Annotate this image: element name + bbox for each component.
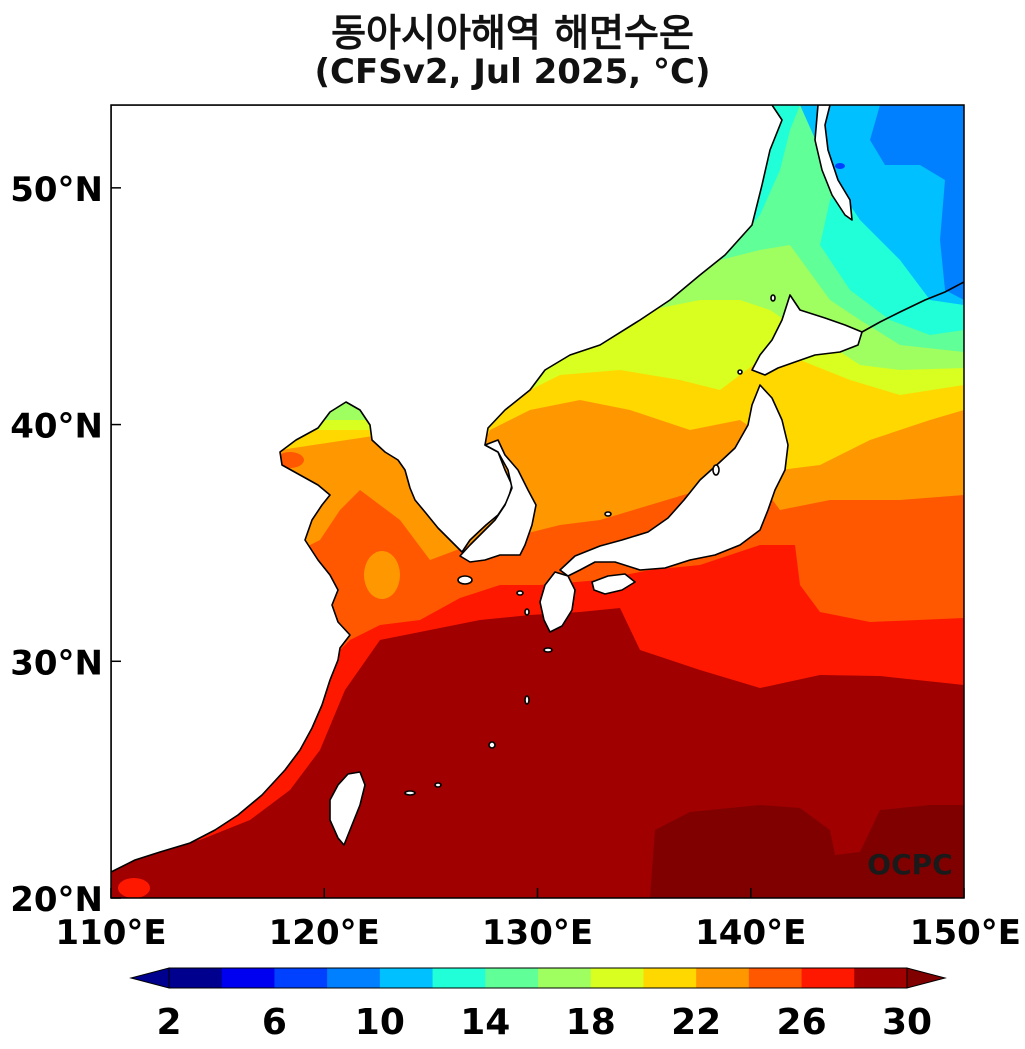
colorbar-segment	[696, 968, 750, 988]
colorbar-tick-label: 10	[355, 1002, 405, 1043]
sst-pocket-yellow-sea	[364, 551, 400, 599]
sst-band-over-30	[650, 805, 964, 898]
landmass	[111, 105, 863, 873]
lon-tick-label: 130°E	[482, 913, 593, 953]
colorbar-tick-label: 26	[777, 1002, 827, 1043]
lat-tick-label: 50°N	[10, 170, 103, 210]
colorbar-segment	[274, 968, 328, 988]
colorbar-segment	[432, 968, 486, 988]
colorbar-segment	[748, 968, 803, 988]
lon-tick-label: 140°E	[695, 913, 806, 953]
lon-tick-label: 110°E	[55, 913, 166, 953]
kuril-coast	[861, 281, 964, 333]
colorbar-segment	[643, 968, 697, 988]
sst-pocket-south	[118, 878, 150, 898]
lat-tick-label: 20°N	[10, 880, 103, 920]
colorbar-segment	[327, 968, 381, 988]
colorbar-tick-label: 18	[566, 1002, 616, 1043]
sst-band-6-8	[835, 163, 845, 169]
colorbar-segment	[801, 968, 855, 988]
lat-tick-label: 40°N	[10, 407, 103, 447]
sst-band-8-10	[870, 105, 964, 300]
honshu-island	[559, 384, 789, 577]
sst-field	[111, 105, 964, 898]
map-subtitle: (CFSv2, Jul 2025, °C)	[314, 52, 711, 92]
colorbar-tick-label: 22	[671, 1002, 721, 1043]
colorbar-segment	[169, 968, 223, 988]
lon-tick-label: 120°E	[269, 913, 380, 953]
colorbar-tick-label: 6	[262, 1002, 287, 1043]
lat-axis: 20°N 30°N 40°N 50°N	[10, 170, 121, 920]
colorbar-segment	[590, 968, 644, 988]
hokkaido-island	[751, 294, 863, 376]
jeju-island	[457, 575, 473, 585]
colorbar-tick-label: 2	[156, 1002, 181, 1043]
colorbar-over-arrow	[906, 967, 947, 989]
colorbar-segment	[485, 968, 539, 988]
colorbar-segment	[538, 968, 592, 988]
map-title: 동아시아해역 해면수온	[331, 11, 694, 55]
colorbar: 2 6 10 14 18 22 26 30	[129, 967, 947, 1043]
sakhalin-island	[814, 105, 853, 221]
korean-peninsula	[459, 439, 537, 563]
taiwan-island	[329, 771, 366, 846]
colorbar-tick-label: 14	[460, 1002, 510, 1043]
lat-tick-label: 30°N	[10, 643, 103, 683]
colorbar-segment	[379, 968, 434, 988]
kyushu-island	[539, 571, 576, 633]
lon-axis: 110°E 120°E 130°E 140°E 150°E	[55, 888, 1021, 953]
lon-tick-label: 150°E	[910, 913, 1021, 953]
colorbar-tick-label: 30	[882, 1002, 932, 1043]
credit-label: OCPC	[867, 848, 952, 881]
colorbar-segment	[221, 968, 275, 988]
asian-continent	[111, 105, 783, 873]
colorbar-under-arrow	[129, 967, 170, 989]
colorbar-frame	[168, 967, 908, 989]
shikoku-island	[591, 573, 636, 595]
sst-pocket-bohai	[276, 452, 304, 468]
colorbar-segment	[854, 968, 908, 988]
